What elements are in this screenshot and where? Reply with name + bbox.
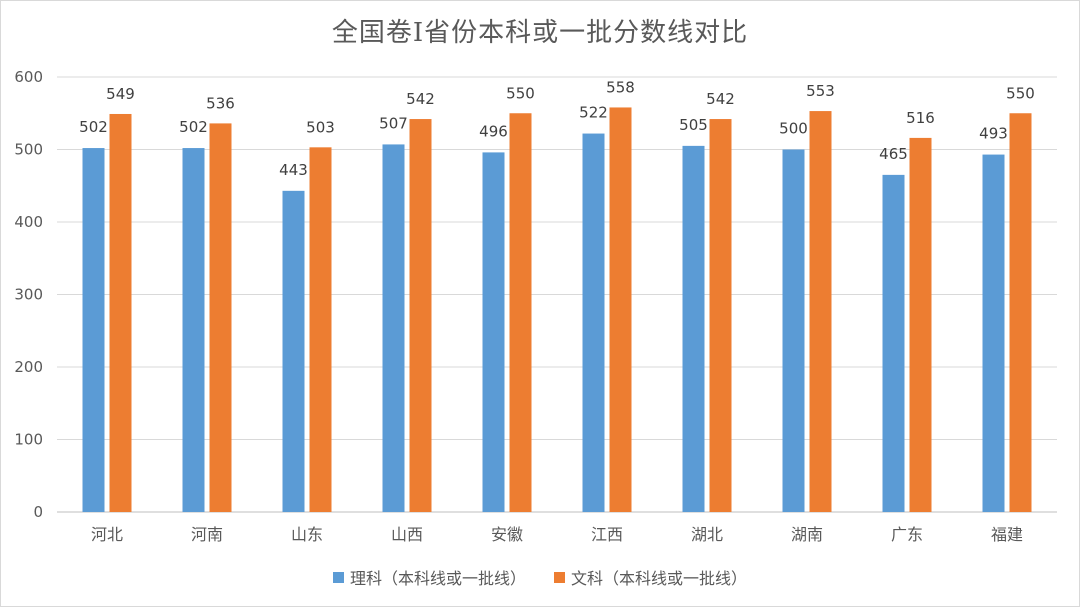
legend-item-science: 理科（本科线或一批线） xyxy=(332,565,526,589)
x-tick-label: 山东 xyxy=(291,525,323,544)
gridlines xyxy=(57,76,1057,513)
y-tick-label: 0 xyxy=(33,503,43,521)
bar xyxy=(909,137,932,512)
x-tick-label: 湖南 xyxy=(791,525,823,544)
bar xyxy=(709,119,732,513)
legend-item-arts: 文科（本科线或一批线） xyxy=(554,565,747,589)
bar xyxy=(309,147,332,512)
x-tick-label: 福建 xyxy=(991,525,1023,544)
legend-label-arts: 文科（本科线或一批线） xyxy=(571,569,748,588)
bar xyxy=(482,152,505,512)
y-tick-label: 400 xyxy=(14,213,43,231)
data-label: 502 xyxy=(179,118,208,136)
bar xyxy=(409,119,432,513)
data-label: 502 xyxy=(79,118,108,136)
bar xyxy=(982,154,1005,512)
data-label: 505 xyxy=(679,116,708,134)
data-label: 553 xyxy=(806,82,835,100)
legend: 理科（本科线或一批线） 文科（本科线或一批线） xyxy=(0,565,1080,589)
y-tick-label: 300 xyxy=(14,286,43,304)
bar xyxy=(382,144,405,513)
bar xyxy=(882,174,905,512)
data-label: 542 xyxy=(706,90,735,108)
bar xyxy=(282,190,305,512)
bar xyxy=(1009,113,1032,512)
legend-swatch-arts xyxy=(554,571,565,583)
data-label: 496 xyxy=(479,122,508,140)
data-label: 536 xyxy=(206,94,235,112)
data-labels: 502 549 502 536 443 503 507 542 496 550 522 558 505 5… xyxy=(79,78,1035,178)
x-tick-label: 安徽 xyxy=(491,525,523,544)
data-label: 493 xyxy=(979,125,1008,143)
y-tick-label: 200 xyxy=(14,358,43,376)
data-label: 465 xyxy=(879,145,908,163)
legend-swatch-science xyxy=(332,571,344,583)
data-label: 550 xyxy=(506,84,535,102)
data-label: 522 xyxy=(579,104,608,122)
bar xyxy=(809,111,832,512)
bar xyxy=(782,149,805,512)
bar xyxy=(82,148,105,513)
x-tick-label: 江西 xyxy=(591,525,623,544)
data-label: 542 xyxy=(406,90,435,108)
bar xyxy=(109,113,132,512)
y-axis: 0 100 200 300 400 500 600 xyxy=(14,68,43,521)
x-tick-label: 广东 xyxy=(891,525,923,544)
data-label: 503 xyxy=(306,118,335,136)
x-tick-label: 河南 xyxy=(191,525,223,544)
y-tick-label: 600 xyxy=(14,68,43,86)
bar xyxy=(509,113,532,512)
x-axis: 河北 河南 山东 山西 安徽 江西 湖北 湖南 广东 福建 xyxy=(91,525,1023,544)
x-tick-label: 河北 xyxy=(91,525,123,544)
data-label: 500 xyxy=(779,120,808,138)
data-label: 443 xyxy=(279,161,308,179)
bars xyxy=(82,107,1032,513)
x-tick-label: 山西 xyxy=(391,525,423,544)
data-label: 549 xyxy=(106,85,135,103)
data-label: 507 xyxy=(379,114,408,132)
data-label: 550 xyxy=(1006,84,1035,102)
data-label: 516 xyxy=(906,109,935,127)
bar xyxy=(582,133,605,513)
bar xyxy=(682,145,705,512)
bar xyxy=(209,123,232,513)
x-tick-label: 湖北 xyxy=(691,525,723,544)
legend-label-science: 理科（本科线或一批线） xyxy=(349,569,526,588)
y-tick-label: 100 xyxy=(14,431,43,449)
bar xyxy=(182,148,205,513)
y-tick-label: 500 xyxy=(14,141,43,159)
bar xyxy=(609,107,632,512)
chart-title: 全国卷Ⅰ省份本科或一批分数线对比 xyxy=(331,18,749,48)
data-label: 558 xyxy=(606,78,635,96)
